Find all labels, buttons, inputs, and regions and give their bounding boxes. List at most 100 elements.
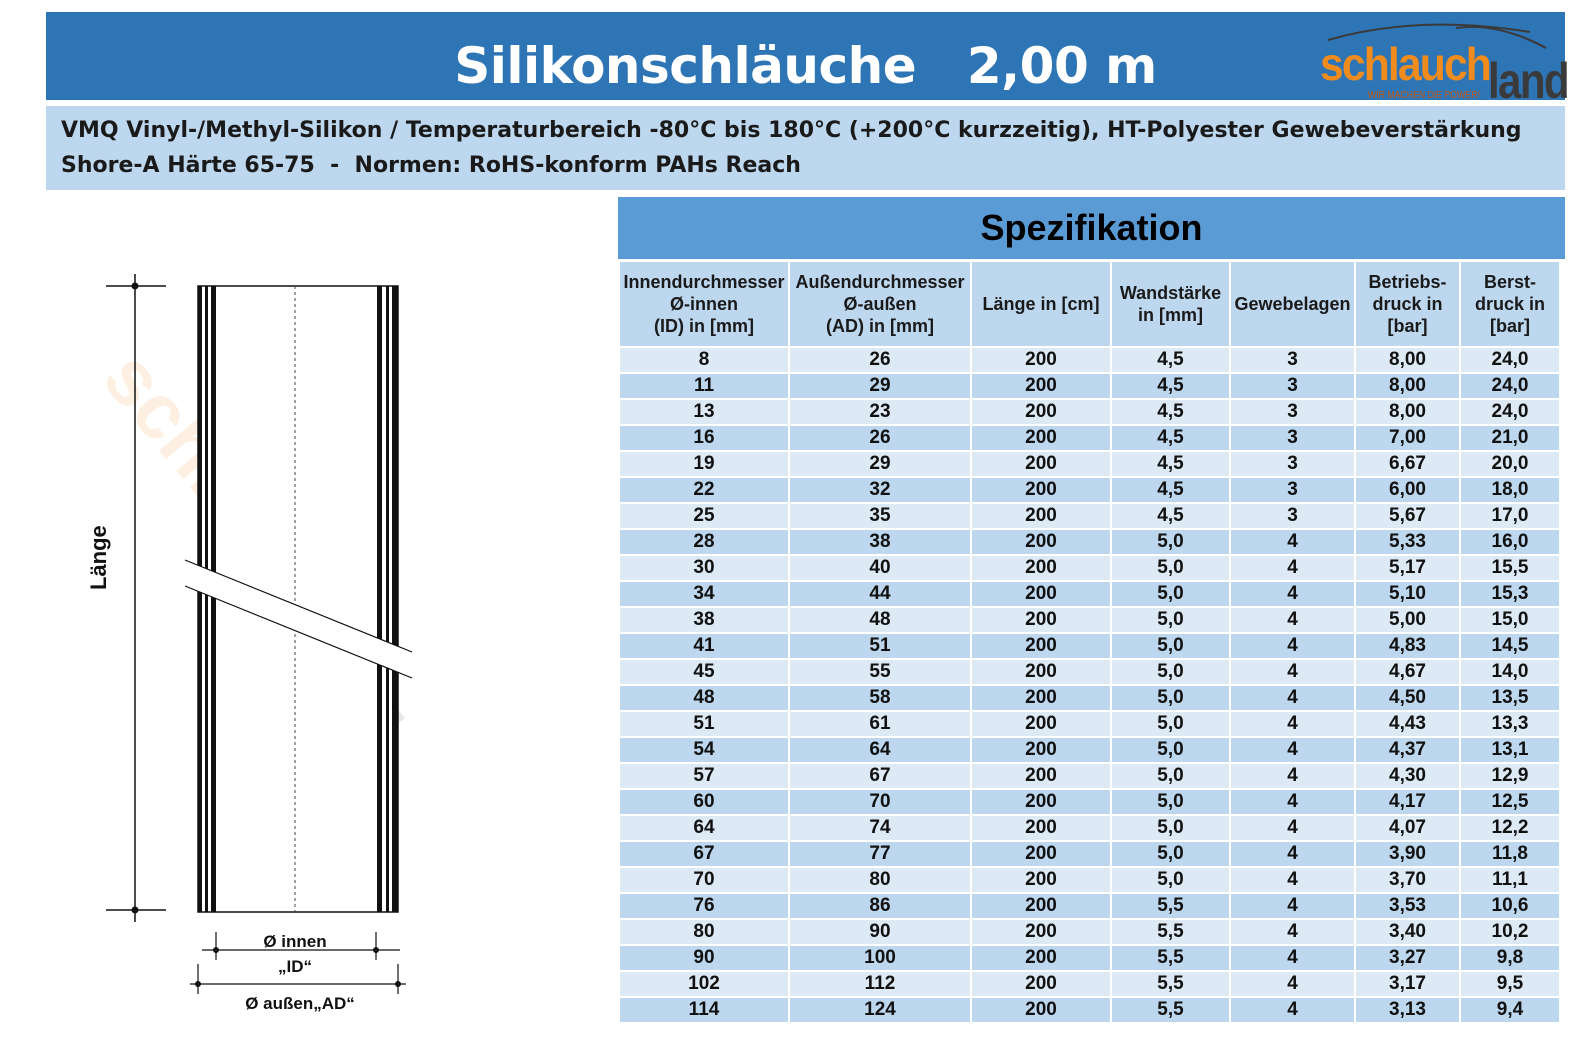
table-cell: 5,0 bbox=[1112, 790, 1229, 816]
table-cell: 5,5 bbox=[1112, 920, 1229, 946]
table-cell: 86 bbox=[790, 894, 970, 920]
table-cell: 200 bbox=[972, 894, 1110, 920]
table-cell: 200 bbox=[972, 816, 1110, 842]
table-cell: 4 bbox=[1231, 556, 1354, 582]
table-cell: 77 bbox=[790, 842, 970, 868]
table-cell: 26 bbox=[790, 348, 970, 374]
table-cell: 4 bbox=[1231, 660, 1354, 686]
table-cell: 8,00 bbox=[1356, 400, 1459, 426]
table-cell: 20,0 bbox=[1461, 452, 1559, 478]
table-cell: 8,00 bbox=[1356, 374, 1459, 400]
table-cell: 3,40 bbox=[1356, 920, 1459, 946]
table-row: 80 90 200 5,5 4 3,40 10,2 bbox=[620, 920, 1559, 946]
table-cell: 58 bbox=[790, 686, 970, 712]
table-cell: 4 bbox=[1231, 738, 1354, 764]
table-cell: 64 bbox=[790, 738, 970, 764]
table-cell: 8,00 bbox=[1356, 348, 1459, 374]
table-cell: 18,0 bbox=[1461, 478, 1559, 504]
table-cell: 5,67 bbox=[1356, 504, 1459, 530]
table-cell: 200 bbox=[972, 582, 1110, 608]
table-cell: 45 bbox=[620, 660, 788, 686]
table-cell: 4,5 bbox=[1112, 478, 1229, 504]
table-cell: 3,13 bbox=[1356, 998, 1459, 1024]
table-cell: 7,00 bbox=[1356, 426, 1459, 452]
table-cell: 4 bbox=[1231, 946, 1354, 972]
length-label: Länge bbox=[86, 525, 111, 590]
table-row: 22 32 200 4,5 3 6,00 18,0 bbox=[620, 478, 1559, 504]
table-cell: 16 bbox=[620, 426, 788, 452]
table-cell: 38 bbox=[790, 530, 970, 556]
table-cell: 16,0 bbox=[1461, 530, 1559, 556]
spec-title: Spezifikation bbox=[980, 207, 1203, 248]
table-cell: 70 bbox=[620, 868, 788, 894]
table-cell: 10,6 bbox=[1461, 894, 1559, 920]
column-header: Außendurchmesser Ø-außen (AD) in [mm] bbox=[790, 262, 970, 348]
table-cell: 61 bbox=[790, 712, 970, 738]
table-row: 48 58 200 5,0 4 4,50 13,5 bbox=[620, 686, 1559, 712]
table-cell: 200 bbox=[972, 530, 1110, 556]
table-cell: 4,5 bbox=[1112, 374, 1229, 400]
table-cell: 5,0 bbox=[1112, 582, 1229, 608]
table-cell: 48 bbox=[790, 608, 970, 634]
column-header-line: [bar] bbox=[1490, 316, 1530, 336]
table-cell: 102 bbox=[620, 972, 788, 998]
table-cell: 3 bbox=[1231, 400, 1354, 426]
table-cell: 200 bbox=[972, 868, 1110, 894]
table-cell: 70 bbox=[790, 790, 970, 816]
table-cell: 90 bbox=[620, 946, 788, 972]
table-cell: 114 bbox=[620, 998, 788, 1024]
table-cell: 3,70 bbox=[1356, 868, 1459, 894]
inner-diameter-label: Ø innen bbox=[263, 932, 327, 951]
table-row: 34 44 200 5,0 4 5,10 15,3 bbox=[620, 582, 1559, 608]
table-cell: 5,0 bbox=[1112, 868, 1229, 894]
table-cell: 5,0 bbox=[1112, 764, 1229, 790]
table-cell: 15,5 bbox=[1461, 556, 1559, 582]
table-cell: 5,5 bbox=[1112, 972, 1229, 998]
table-cell: 13,1 bbox=[1461, 738, 1559, 764]
table-cell: 200 bbox=[972, 998, 1110, 1024]
table-cell: 57 bbox=[620, 764, 788, 790]
table-cell: 19 bbox=[620, 452, 788, 478]
column-header: Innendurchmesser Ø-innen (ID) in [mm] bbox=[620, 262, 788, 348]
column-header-line: druck in bbox=[1474, 294, 1545, 314]
table-cell: 200 bbox=[972, 738, 1110, 764]
table-cell: 200 bbox=[972, 504, 1110, 530]
table-cell: 6,00 bbox=[1356, 478, 1459, 504]
table-cell: 4 bbox=[1231, 842, 1354, 868]
table-row: 28 38 200 5,0 4 5,33 16,0 bbox=[620, 530, 1559, 556]
table-cell: 30 bbox=[620, 556, 788, 582]
table-cell: 29 bbox=[790, 452, 970, 478]
table-cell: 200 bbox=[972, 686, 1110, 712]
column-header-line: Gewebelagen bbox=[1234, 294, 1351, 314]
table-cell: 11,1 bbox=[1461, 868, 1559, 894]
column-header-line: Wandstärke bbox=[1119, 283, 1222, 303]
table-row: 11 29 200 4,5 3 8,00 24,0 bbox=[620, 374, 1559, 400]
subtitle-line-2: Shore-A Härte 65-75 - Normen: RoHS-konfo… bbox=[61, 153, 801, 178]
table-cell: 200 bbox=[972, 400, 1110, 426]
table-cell: 15,3 bbox=[1461, 582, 1559, 608]
table-cell: 4 bbox=[1231, 764, 1354, 790]
table-cell: 4,43 bbox=[1356, 712, 1459, 738]
table-cell: 48 bbox=[620, 686, 788, 712]
table-cell: 5,0 bbox=[1112, 738, 1229, 764]
table-cell: 5,33 bbox=[1356, 530, 1459, 556]
table-body: 8 26 200 4,5 3 8,00 24,0 11 29 200 4,5 3 8,00 24,0 13 2… bbox=[620, 348, 1559, 1024]
table-cell: 28 bbox=[620, 530, 788, 556]
table-row: 16 26 200 4,5 3 7,00 21,0 bbox=[620, 426, 1559, 452]
spec-table: Innendurchmesser Ø-innen (ID) in [mm] Außen… bbox=[618, 262, 1561, 1024]
table-cell: 3,17 bbox=[1356, 972, 1459, 998]
table-cell: 5,0 bbox=[1112, 608, 1229, 634]
table-cell: 200 bbox=[972, 374, 1110, 400]
table-cell: 67 bbox=[620, 842, 788, 868]
table-cell: 51 bbox=[790, 634, 970, 660]
inner-diameter-abbr: „ID“ bbox=[278, 957, 312, 976]
table-cell: 5,5 bbox=[1112, 946, 1229, 972]
table-row: 51 61 200 5,0 4 4,43 13,3 bbox=[620, 712, 1559, 738]
column-header-line: Ø-innen bbox=[670, 294, 738, 314]
table-cell: 5,0 bbox=[1112, 556, 1229, 582]
table-cell: 44 bbox=[790, 582, 970, 608]
column-header: Wandstärke in [mm] bbox=[1112, 262, 1229, 348]
table-cell: 5,5 bbox=[1112, 894, 1229, 920]
table-cell: 11,8 bbox=[1461, 842, 1559, 868]
table-cell: 200 bbox=[972, 608, 1110, 634]
